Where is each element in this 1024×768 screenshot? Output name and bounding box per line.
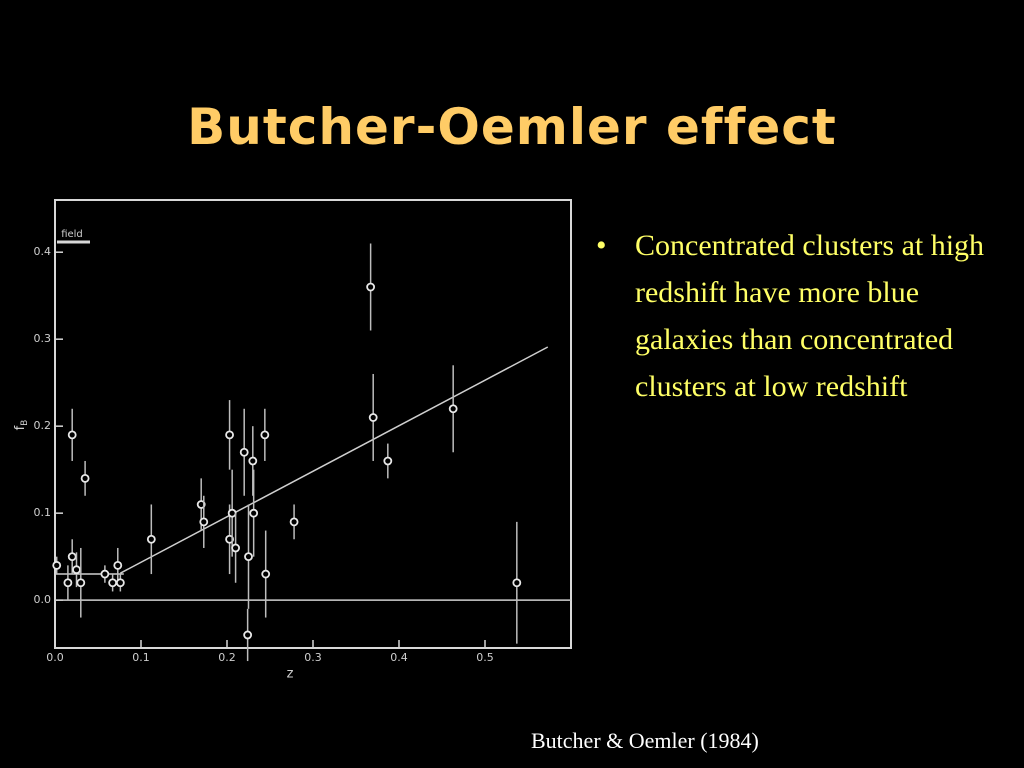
y-tick-label: 0.0 [34,593,52,606]
slide-title: Butcher-Oemler effect [187,98,837,156]
point [108,578,118,588]
point [239,447,249,457]
x-tick-label: 0.5 [476,651,494,664]
point [248,456,258,466]
point [231,543,241,553]
point [227,508,237,518]
point [249,508,259,518]
x-tick-label: 0.4 [390,651,408,664]
point [289,517,299,527]
y-tick-label: 0.1 [34,506,52,519]
point [225,534,234,544]
y-axis-label-sub: B [20,420,30,426]
point [100,569,110,579]
bullet-item: • Concentrated clusters at high redshift … [596,222,1016,410]
credit: Butcher & Oemler (1984) [531,728,759,753]
x-tick-label: 0.0 [46,651,64,664]
plot-frame [54,199,572,649]
point [52,560,62,570]
bullet-text: Concentrated clusters at high redshift h… [635,229,985,403]
x-tick-label: 0.1 [132,651,150,664]
point [368,413,378,422]
point [366,282,376,292]
y-tick-label: 0.3 [34,332,52,345]
y-tick-label: 0.2 [34,419,52,432]
point [146,534,156,544]
point [260,430,270,440]
point [199,517,209,527]
point [113,560,123,570]
point [261,569,271,579]
x-tick-label: 0.3 [304,651,322,664]
x-axis-label: z [287,667,294,682]
point [243,630,253,640]
reference-line [120,346,549,574]
point [512,578,522,588]
annotation: field [61,229,83,240]
point [196,500,206,509]
point [115,578,125,588]
point [72,565,81,575]
point [80,473,90,483]
point [67,552,77,562]
point [67,430,77,440]
point [76,578,86,588]
point [225,430,234,440]
y-axis-label-main: f [13,425,28,430]
point [448,404,458,414]
point [383,456,393,466]
x-tick-label: 0.2 [218,651,236,664]
point [63,578,73,588]
y-axis-label: fB [13,420,30,431]
y-tick-label: 0.4 [34,245,52,258]
point [244,552,253,562]
